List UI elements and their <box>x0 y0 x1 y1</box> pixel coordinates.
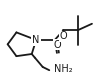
Text: O: O <box>60 31 67 41</box>
Text: NH₂: NH₂ <box>54 64 72 74</box>
Text: O: O <box>54 40 61 50</box>
Text: N: N <box>32 35 40 45</box>
